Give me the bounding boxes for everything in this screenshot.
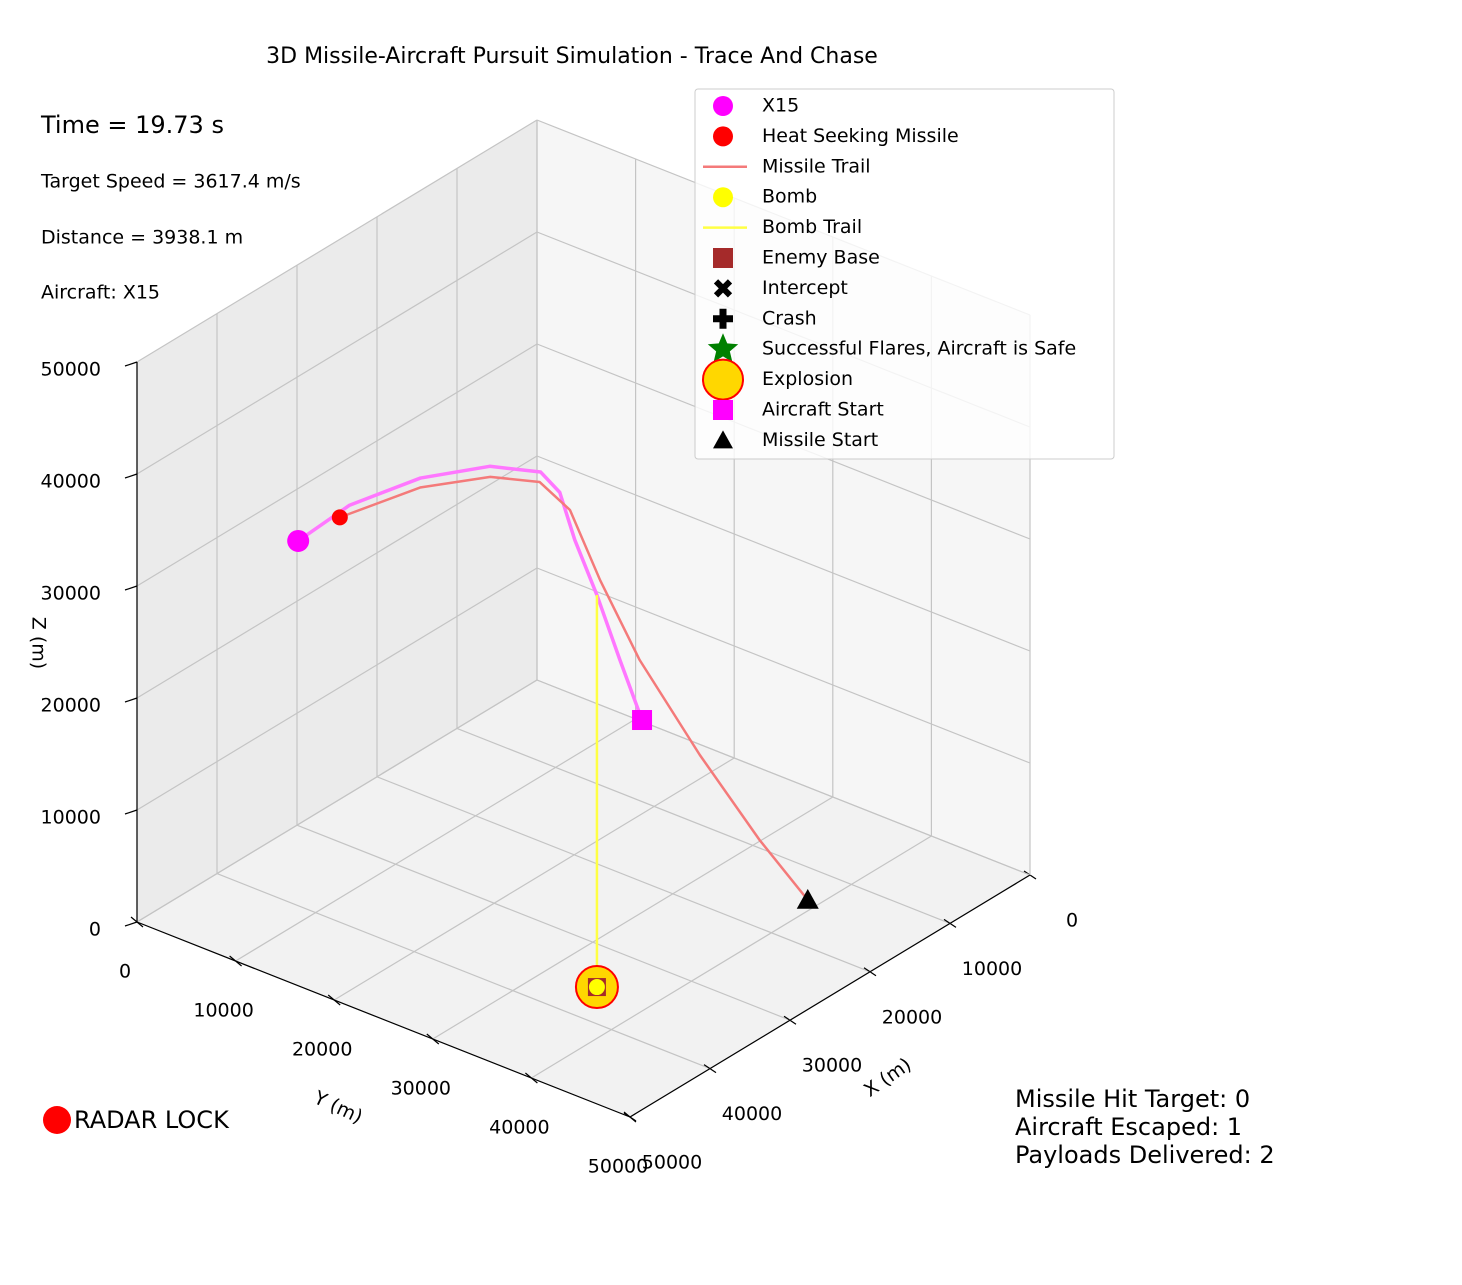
z-tick-label: 40000 (41, 471, 101, 493)
aircraft-trail (297, 464, 644, 721)
z-tick-label: 10000 (41, 807, 101, 829)
y-tick-label: 30000 (391, 1078, 451, 1100)
info-time: Time = 19.73 s (40, 111, 224, 139)
grid-line (216, 873, 711, 1070)
x-tick-label: 30000 (802, 1055, 862, 1077)
legend-label: Crash (762, 307, 817, 329)
legend-marker (713, 279, 733, 298)
z-tick-label: 20000 (41, 695, 101, 717)
grid-line (536, 455, 1031, 652)
stat: Missile Hit Target: 0 (1015, 1085, 1250, 1113)
grid-line (531, 835, 932, 1079)
grid-line (333, 757, 735, 1001)
grid-line (136, 567, 538, 811)
axis-line (136, 921, 631, 1118)
grid-line (235, 718, 636, 962)
legend-label: X15 (762, 95, 799, 117)
info-distance: Distance = 3938.1 m (41, 227, 243, 249)
plot: 0 10000 20000 30000 40000 50000 0 10000 20000 300… (41, 359, 1079, 1178)
legend-marker (713, 308, 733, 329)
legend-label: Intercept (762, 277, 848, 299)
pane-floor (137, 680, 1030, 1117)
grid-line (296, 824, 791, 1021)
trail (339, 475, 809, 901)
grid-line (536, 567, 1031, 764)
x-tick-label: 20000 (882, 1006, 942, 1028)
tick-mark (124, 809, 138, 815)
x-tick-label: 0 (1066, 910, 1078, 932)
radar-indicator (43, 1106, 71, 1134)
legend-label: Bomb Trail (762, 216, 862, 238)
info-aircraft: Aircraft: X15 (41, 282, 160, 304)
legend-marker (713, 96, 733, 116)
y-tick-label: 40000 (489, 1117, 549, 1139)
tick-mark (124, 697, 138, 703)
point (632, 710, 653, 731)
y-tick-label: 20000 (292, 1039, 352, 1061)
grid-line (136, 231, 538, 475)
legend-marker (713, 430, 733, 449)
radar-label: RADAR LOCK (74, 1106, 230, 1134)
grid-line (136, 679, 538, 923)
tick-mark (124, 921, 138, 927)
panes (124, 119, 1037, 1123)
point (287, 529, 310, 552)
legend-label: Successful Flares, Aircraft is Safe (762, 338, 1076, 360)
legend-marker (713, 248, 733, 268)
legend-marker (713, 126, 733, 147)
grid-line (136, 119, 538, 363)
point (331, 509, 348, 526)
grid-line (456, 727, 951, 924)
y-tick-label: 0 (119, 961, 131, 983)
stat: Payloads Delivered: 2 (1015, 1141, 1275, 1169)
x-tick-label: 40000 (722, 1103, 782, 1125)
legend-label: Missile Start (762, 429, 878, 451)
legend-marker (713, 400, 733, 420)
chart-title: 3D Missile-Aircraft Pursuit Simulation -… (266, 44, 878, 69)
grid-line (376, 776, 871, 973)
legend: X15 Heat Seeking Missile Missile Trail Bomb… (694, 88, 1115, 460)
legend-marker (702, 358, 744, 401)
legend-label: Missile Trail (762, 155, 871, 177)
legend-label: Heat Seeking Missile (762, 125, 959, 147)
point (796, 888, 819, 909)
z-tick-label: 0 (89, 919, 101, 941)
y-tick-label: 10000 (193, 1000, 253, 1022)
z-tick-label: 50000 (41, 359, 101, 381)
grid-line (136, 455, 538, 699)
grid-line (536, 679, 1031, 876)
z-tick-label: 30000 (41, 583, 101, 605)
legend-label: Explosion (762, 368, 853, 390)
y-tick-label: 50000 (588, 1156, 648, 1178)
legend-label: Enemy Base (762, 247, 880, 269)
z-axis-label: Z (m) (28, 617, 50, 669)
axis-line (629, 874, 1031, 1118)
legend-label: Bomb (762, 186, 817, 208)
tick-mark (124, 361, 138, 367)
point (588, 979, 605, 996)
tick-mark (124, 585, 138, 591)
legend-marker (713, 187, 733, 208)
info-speed: Target Speed = 3617.4 m/s (40, 171, 301, 193)
tick-mark (124, 473, 138, 479)
grid-line (136, 343, 538, 587)
legend-marker (707, 333, 739, 363)
x-tick-label: 10000 (962, 958, 1022, 980)
x-tick-label: 50000 (642, 1152, 702, 1174)
grid-line (432, 796, 834, 1040)
legend-box (694, 88, 1115, 460)
stat: Aircraft Escaped: 1 (1015, 1113, 1242, 1141)
legend-label: Aircraft Start (762, 399, 884, 421)
